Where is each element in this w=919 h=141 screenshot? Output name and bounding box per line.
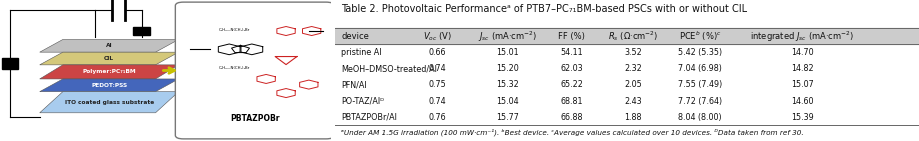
Text: PEDOT:PSS: PEDOT:PSS [91, 83, 127, 88]
Text: 68.81: 68.81 [561, 97, 583, 106]
Text: 2.05: 2.05 [624, 81, 642, 89]
Text: PBTAZPOBr: PBTAZPOBr [230, 114, 279, 123]
Polygon shape [40, 39, 178, 52]
Text: 15.04: 15.04 [496, 97, 519, 106]
Text: 0.66: 0.66 [429, 48, 447, 57]
Text: Al: Al [106, 43, 112, 48]
Text: 14.82: 14.82 [791, 64, 813, 73]
Polygon shape [40, 79, 178, 92]
Text: 15.01: 15.01 [496, 48, 519, 57]
Text: device: device [341, 32, 369, 41]
Text: integrated $J_{sc}$ (mA·cm$^{-2}$): integrated $J_{sc}$ (mA·cm$^{-2}$) [750, 29, 855, 44]
Bar [133, 27, 150, 35]
Text: 15.07: 15.07 [791, 81, 813, 89]
Text: ᵃUnder AM 1.5G irradiation (100 mW·cm⁻¹). ᵇBest device. ᶜAverage values calculat: ᵃUnder AM 1.5G irradiation (100 mW·cm⁻¹)… [341, 128, 804, 136]
Text: 0.75: 0.75 [428, 81, 447, 89]
Text: 0.74: 0.74 [429, 64, 447, 73]
Text: 2.43: 2.43 [624, 97, 641, 106]
Text: 15.39: 15.39 [791, 113, 813, 122]
Text: 15.77: 15.77 [496, 113, 519, 122]
Text: 54.11: 54.11 [561, 48, 583, 57]
Text: $V_{oc}$ (V): $V_{oc}$ (V) [423, 30, 452, 43]
Polygon shape [40, 92, 178, 113]
Text: C₄H₉—N(CH₂)₃Br: C₄H₉—N(CH₂)₃Br [219, 28, 250, 32]
Text: MeOH–DMSO-treated/Al: MeOH–DMSO-treated/Al [341, 64, 437, 73]
Text: C₄H₉—N(CH₂)₃Br: C₄H₉—N(CH₂)₃Br [219, 66, 250, 70]
Text: pristine Al: pristine Al [341, 48, 381, 57]
Text: 14.60: 14.60 [791, 97, 813, 106]
Text: 3.52: 3.52 [624, 48, 642, 57]
Text: PFN/Al: PFN/Al [341, 81, 367, 89]
Text: Table 2. Photovoltaic Performanceᵃ of PTB7–PC₇₁BM-based PSCs with or without CIL: Table 2. Photovoltaic Performanceᵃ of PT… [341, 4, 747, 14]
Text: 66.88: 66.88 [561, 113, 583, 122]
FancyBboxPatch shape [176, 2, 335, 139]
Text: PO-TAZ/Alᴰ: PO-TAZ/Alᴰ [341, 97, 384, 106]
Text: 65.22: 65.22 [561, 81, 584, 89]
Text: 0.76: 0.76 [429, 113, 447, 122]
Text: FF (%): FF (%) [559, 32, 585, 41]
Text: 15.20: 15.20 [496, 64, 519, 73]
Text: $J_{sc}$ (mA·cm$^{-2}$): $J_{sc}$ (mA·cm$^{-2}$) [478, 29, 538, 44]
Text: 7.72 (7.64): 7.72 (7.64) [678, 97, 722, 106]
Text: 5.42 (5.35): 5.42 (5.35) [678, 48, 722, 57]
Polygon shape [40, 52, 178, 65]
Text: 8.04 (8.00): 8.04 (8.00) [678, 113, 722, 122]
Text: 2.32: 2.32 [624, 64, 642, 73]
Bar [335, 28, 919, 44]
Polygon shape [40, 65, 178, 79]
Text: $R_s$ (Ω·cm$^{-2}$): $R_s$ (Ω·cm$^{-2}$) [607, 29, 658, 43]
Text: 62.03: 62.03 [561, 64, 583, 73]
Text: PCE$^{b}$ (%$)^{c}$: PCE$^{b}$ (%$)^{c}$ [679, 30, 721, 43]
Text: ITO coated glass substrate: ITO coated glass substrate [64, 100, 153, 105]
Text: 1.88: 1.88 [624, 113, 641, 122]
Text: 15.32: 15.32 [496, 81, 519, 89]
Text: CIL: CIL [104, 56, 114, 61]
Text: 14.70: 14.70 [791, 48, 813, 57]
Text: 7.04 (6.98): 7.04 (6.98) [678, 64, 722, 73]
Text: 7.55 (7.49): 7.55 (7.49) [678, 81, 722, 89]
Bar [2, 58, 18, 69]
Text: Polymer:PC₇₁BM: Polymer:PC₇₁BM [83, 69, 136, 74]
Text: 0.74: 0.74 [429, 97, 447, 106]
Text: PBTAZPOBr/Al: PBTAZPOBr/Al [341, 113, 397, 122]
